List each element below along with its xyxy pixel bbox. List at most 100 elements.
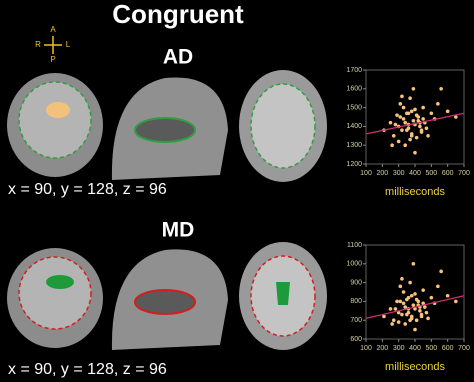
point [414, 297, 419, 302]
point [400, 277, 404, 281]
x-tick-label: 600 [442, 345, 454, 352]
point [400, 312, 404, 317]
point [408, 137, 412, 142]
point [414, 135, 419, 140]
point [398, 102, 403, 106]
point [408, 280, 412, 285]
point [409, 316, 414, 321]
x-tick-label: 400 [409, 170, 421, 177]
x-tick-label: 600 [442, 170, 454, 177]
point [409, 293, 414, 298]
point [413, 107, 417, 112]
orient-p: P [50, 55, 55, 64]
point [421, 117, 425, 121]
orient-l: L [66, 40, 71, 49]
panel-label: AD [163, 46, 193, 69]
x-tick-label: 100 [360, 170, 372, 177]
point [436, 102, 440, 106]
point [419, 314, 424, 319]
point [411, 118, 416, 123]
point [414, 318, 419, 323]
x-tick-label: 300 [393, 170, 405, 177]
point [411, 87, 416, 91]
point [454, 115, 458, 119]
point [405, 128, 409, 132]
coronal-roi [46, 102, 70, 118]
point [391, 134, 396, 138]
x-tick-label: 400 [409, 345, 421, 352]
point [414, 113, 419, 117]
point [411, 303, 416, 307]
coords: x = 90, y = 128, z = 96 [8, 181, 167, 198]
point [400, 94, 404, 99]
x-tick-label: 300 [393, 345, 405, 352]
point [393, 122, 398, 127]
y-tick-label: 700 [350, 317, 362, 324]
point [411, 262, 416, 266]
point [413, 327, 417, 332]
point [409, 109, 414, 114]
brain-row-md [7, 242, 327, 350]
coronal-tract [18, 256, 92, 330]
point [390, 143, 394, 147]
point [403, 120, 408, 125]
y-tick-label: 1600 [346, 86, 362, 93]
orient-a: A [50, 25, 56, 34]
point [454, 299, 458, 304]
x-tick-label: 500 [425, 170, 437, 177]
brain-row-ad [7, 70, 327, 182]
point [423, 305, 427, 309]
point [388, 120, 393, 125]
sagittal-tract [134, 117, 196, 143]
coronal-tract [18, 81, 92, 159]
point [405, 312, 409, 317]
point [429, 111, 434, 116]
point [418, 309, 422, 313]
point [393, 307, 398, 311]
y-tick-label: 1000 [346, 261, 362, 268]
point [439, 269, 443, 274]
figure-title: Congruent [112, 0, 244, 29]
point [421, 105, 425, 110]
point [395, 299, 399, 304]
point [388, 307, 393, 311]
point [439, 87, 443, 91]
point [408, 96, 412, 100]
point [401, 301, 406, 306]
point [426, 316, 430, 321]
point [413, 292, 417, 296]
y-tick-label: 1200 [346, 161, 362, 168]
orientation-cross: A R L P [35, 25, 71, 64]
fit-line [365, 295, 465, 319]
point [398, 115, 403, 119]
point [424, 310, 429, 315]
point [400, 128, 404, 132]
panel-label: MD [162, 219, 195, 242]
x-tick-label: 200 [376, 170, 388, 177]
point [391, 318, 396, 323]
point [413, 150, 417, 155]
fit-line [365, 112, 465, 135]
x-tick-label: 700 [458, 170, 470, 177]
point [401, 117, 406, 121]
point [396, 139, 401, 144]
y-tick-label: 1100 [347, 242, 362, 249]
y-tick-label: 1500 [346, 104, 362, 111]
sagittal-tract [134, 289, 196, 315]
y-tick-label: 1700 [346, 67, 362, 74]
point [403, 305, 408, 309]
coords: x = 90, y = 128, z = 96 [8, 361, 167, 378]
point [395, 113, 399, 117]
point [421, 301, 425, 306]
point [445, 109, 450, 114]
x-tick-label: 100 [360, 345, 372, 352]
axial-tract [250, 83, 316, 169]
x-axis-label: milliseconds [385, 361, 445, 373]
point [398, 284, 403, 289]
point [403, 322, 408, 326]
y-tick-label: 600 [350, 336, 362, 343]
point [429, 295, 434, 300]
point [396, 310, 401, 315]
point [390, 322, 394, 326]
point [413, 307, 417, 311]
